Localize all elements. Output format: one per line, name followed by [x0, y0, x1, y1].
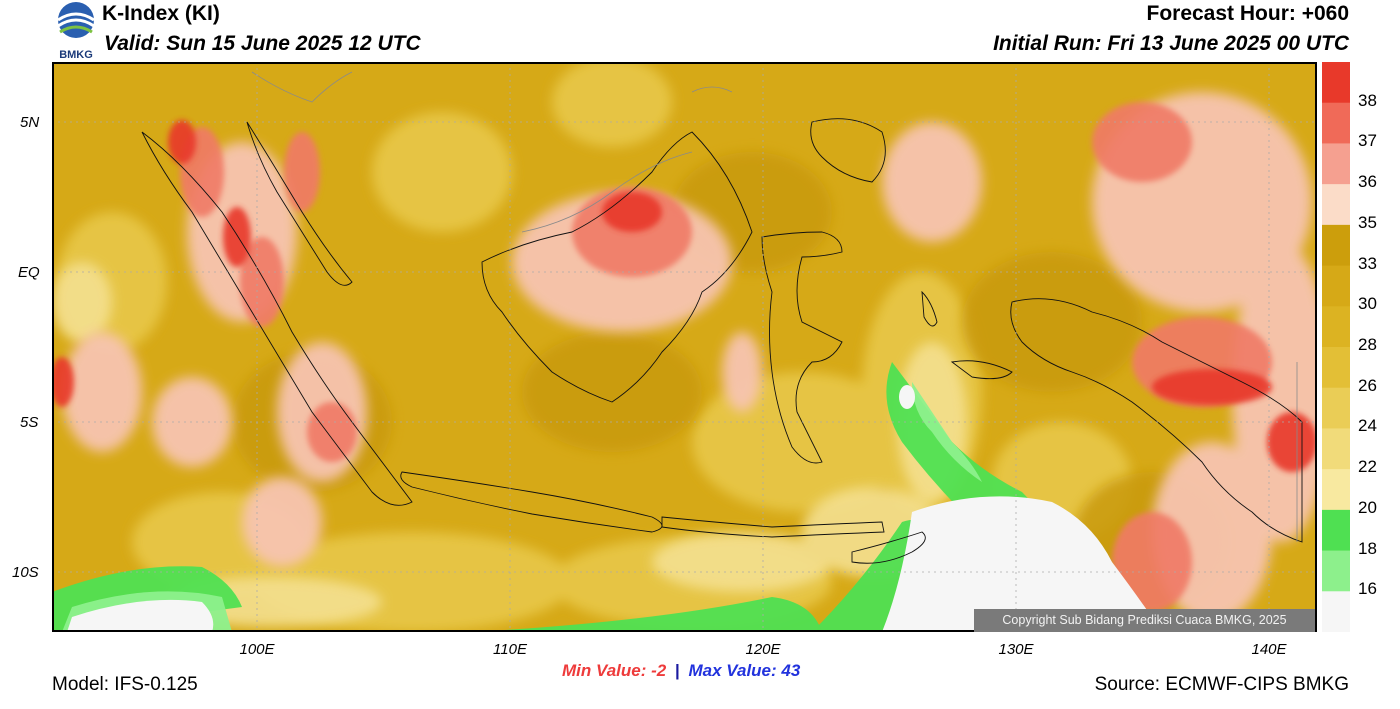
colorbar-swatch — [1322, 143, 1350, 185]
k-index-field — [52, 62, 1317, 632]
colorbar-label: 22 — [1358, 457, 1377, 477]
colorbar-swatch — [1322, 184, 1350, 226]
chart-title: K-Index (KI) — [102, 2, 220, 25]
valid-time: Valid: Sun 15 June 2025 12 UTC — [104, 32, 421, 55]
colorbar-swatch — [1322, 347, 1350, 389]
bmkg-logo: BMKG — [57, 2, 95, 61]
colorbar-swatch — [1322, 265, 1350, 307]
colorbar-label: 38 — [1358, 90, 1377, 110]
lat-label-5n: 5N — [20, 114, 40, 131]
colorbar — [1322, 62, 1350, 632]
colorbar-label: 28 — [1358, 335, 1377, 354]
colorbar-swatch — [1322, 306, 1350, 348]
colorbar-label: 26 — [1358, 375, 1377, 395]
colorbar-swatch — [1322, 62, 1350, 104]
colorbar-label: 18 — [1358, 538, 1377, 558]
lon-label-100e: 100E — [239, 641, 275, 658]
lon-label-110e: 110E — [493, 641, 527, 658]
colorbar-label: 36 — [1358, 172, 1377, 192]
lat-label-5s: 5S — [20, 414, 39, 431]
coastlines — [141, 118, 1303, 564]
colorbar-label: 24 — [1358, 416, 1377, 436]
data-source: Source: ECMWF-CIPS BMKG — [1094, 674, 1349, 695]
forecast-hour: Forecast Hour: +060 — [1146, 2, 1350, 25]
colorbar-swatch — [1322, 469, 1350, 511]
grid-lines — [52, 62, 1317, 632]
colorbar-swatch — [1322, 224, 1350, 267]
min-max-separator: | — [674, 661, 680, 680]
logo-text: BMKG — [59, 49, 93, 61]
lon-label-140e: 140E — [1251, 641, 1287, 658]
max-value: 43 — [781, 661, 801, 680]
colorbar-swatch — [1322, 102, 1350, 144]
lon-label-120e: 120E — [745, 641, 781, 658]
colorbar-label: 30 — [1358, 294, 1377, 314]
colorbar-swatch — [1322, 591, 1350, 632]
map-frame — [52, 62, 1317, 632]
max-label: Max Value: — [688, 661, 777, 680]
colorbar-label: 20 — [1358, 497, 1377, 517]
colorbar-swatch — [1322, 387, 1350, 429]
lon-label-130e: 130E — [998, 641, 1034, 658]
copyright-notice: Copyright Sub Bidang Prediksi Cuaca BMKG… — [974, 609, 1315, 632]
lat-label-10s: 10S — [12, 564, 39, 581]
colorbar-label: 16 — [1358, 579, 1377, 599]
min-label: Min Value: — [562, 661, 647, 680]
model-name: Model: IFS-0.125 — [52, 674, 198, 695]
colorbar-swatch — [1322, 550, 1350, 592]
colorbar-label: 33 — [1358, 253, 1377, 273]
political-boundaries — [251, 71, 1298, 542]
colorbar-swatch — [1322, 509, 1350, 552]
lat-label-eq: EQ — [18, 264, 40, 281]
colorbar-label: 35 — [1358, 212, 1377, 232]
min-max-values: Min Value: -2 | Max Value: 43 — [562, 661, 800, 681]
k-index-map — [52, 62, 1317, 632]
min-value: -2 — [651, 661, 667, 680]
initial-run: Initial Run: Fri 13 June 2025 00 UTC — [993, 32, 1349, 55]
colorbar-label: 37 — [1358, 131, 1377, 151]
colorbar-swatch — [1322, 428, 1350, 470]
